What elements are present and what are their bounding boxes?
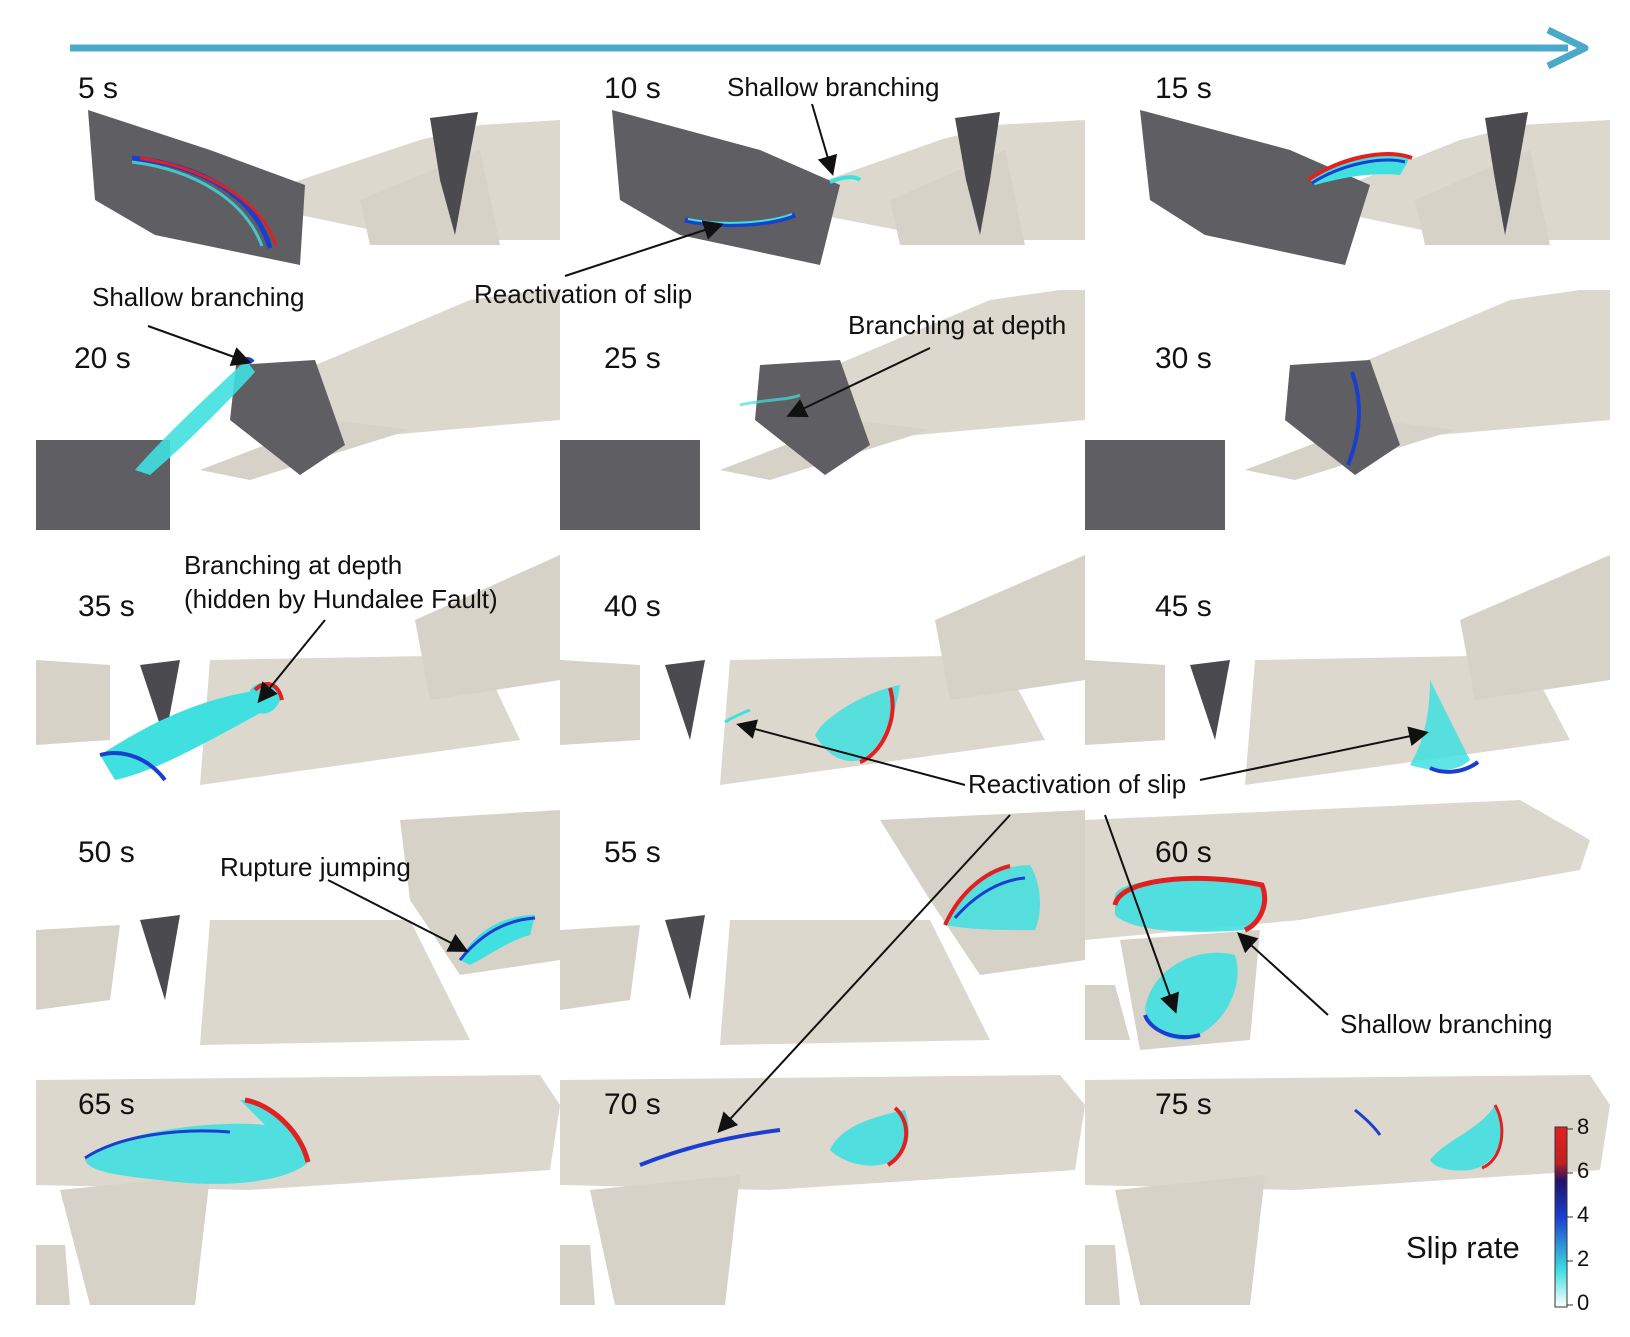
annotation-shallow-branching-60s: Shallow branching bbox=[1340, 1009, 1553, 1039]
panel-75s bbox=[1085, 1075, 1610, 1305]
time-label-75s: 75 s bbox=[1155, 1088, 1212, 1121]
time-label-15s: 15 s bbox=[1155, 72, 1212, 105]
colorbar-tick-6: 6 bbox=[1577, 1158, 1590, 1183]
arrow-reactivation-10s bbox=[564, 220, 724, 277]
colorbar-tick-0: 0 bbox=[1577, 1290, 1590, 1315]
panel-20s bbox=[36, 290, 560, 530]
panel-45s bbox=[1085, 555, 1610, 785]
panel-30s bbox=[1085, 290, 1610, 530]
annotation-shallow-branching-10s: Shallow branching bbox=[727, 72, 940, 102]
colorbar bbox=[1554, 1126, 1573, 1308]
panel-35s bbox=[36, 555, 560, 785]
arrow-reactivation-60s bbox=[1104, 814, 1180, 1014]
annotation-arrows bbox=[147, 103, 1429, 1133]
time-label-35s: 35 s bbox=[78, 590, 135, 623]
panel-25s bbox=[560, 290, 1085, 530]
time-label-50s: 50 s bbox=[78, 836, 135, 869]
annotation-rupture-jumping: Rupture jumping bbox=[220, 852, 411, 882]
colorbar-tick-8: 8 bbox=[1577, 1114, 1590, 1139]
annotation-shallow-branching-20s: Shallow branching bbox=[92, 282, 305, 312]
time-label-70s: 70 s bbox=[604, 1088, 661, 1121]
panel-40s bbox=[560, 555, 1085, 785]
time-label-25s: 25 s bbox=[604, 342, 661, 375]
arrow-branching-depth-35s bbox=[257, 619, 326, 704]
colorbar-tick-2: 2 bbox=[1577, 1246, 1590, 1271]
annotation-reactivation-center: Reactivation of slip bbox=[968, 769, 1187, 799]
time-label-20s: 20 s bbox=[74, 342, 131, 375]
arrow-shallow-branching-60s bbox=[1237, 932, 1329, 1016]
panel-15s bbox=[1140, 110, 1610, 265]
panel-70s bbox=[560, 1075, 1085, 1305]
panel-60s bbox=[1085, 800, 1590, 1050]
panel-65s bbox=[36, 1075, 560, 1305]
panel-50s bbox=[36, 810, 560, 1045]
annotation-reactivation-10s: Reactivation of slip bbox=[474, 279, 693, 309]
arrow-reactivation-70s bbox=[717, 814, 1011, 1133]
arrow-reactivation-40s bbox=[736, 719, 966, 786]
time-arrow bbox=[70, 26, 1589, 70]
panel-55s bbox=[560, 810, 1085, 1045]
panel-5s bbox=[88, 110, 560, 265]
arrow-shallow-branching-10s bbox=[811, 103, 838, 176]
arrow-rupture-jumping bbox=[327, 879, 469, 952]
time-label-30s: 30 s bbox=[1155, 342, 1212, 375]
time-label-45s: 45 s bbox=[1155, 590, 1212, 623]
time-label-10s: 10 s bbox=[604, 72, 661, 105]
arrow-branching-depth-25s bbox=[786, 347, 931, 418]
annotation-branching-depth-35s-line2: (hidden by Hundalee Fault) bbox=[184, 584, 498, 614]
time-label-40s: 40 s bbox=[604, 590, 661, 623]
time-label-55s: 55 s bbox=[604, 836, 661, 869]
time-label-60s: 60 s bbox=[1155, 836, 1212, 869]
panel-10s bbox=[612, 110, 1085, 265]
arrow-reactivation-45s bbox=[1199, 726, 1429, 781]
time-label-5s: 5 s bbox=[78, 72, 119, 105]
colorbar-tick-4: 4 bbox=[1577, 1202, 1590, 1227]
colorbar-label: Slip rate bbox=[1406, 1230, 1520, 1265]
annotation-branching-depth-35s-line1: Branching at depth bbox=[184, 550, 403, 580]
arrow-shallow-branching-20s bbox=[147, 325, 252, 366]
time-label-65s: 65 s bbox=[78, 1088, 135, 1121]
annotation-branching-depth-25s: Branching at depth bbox=[848, 310, 1067, 340]
